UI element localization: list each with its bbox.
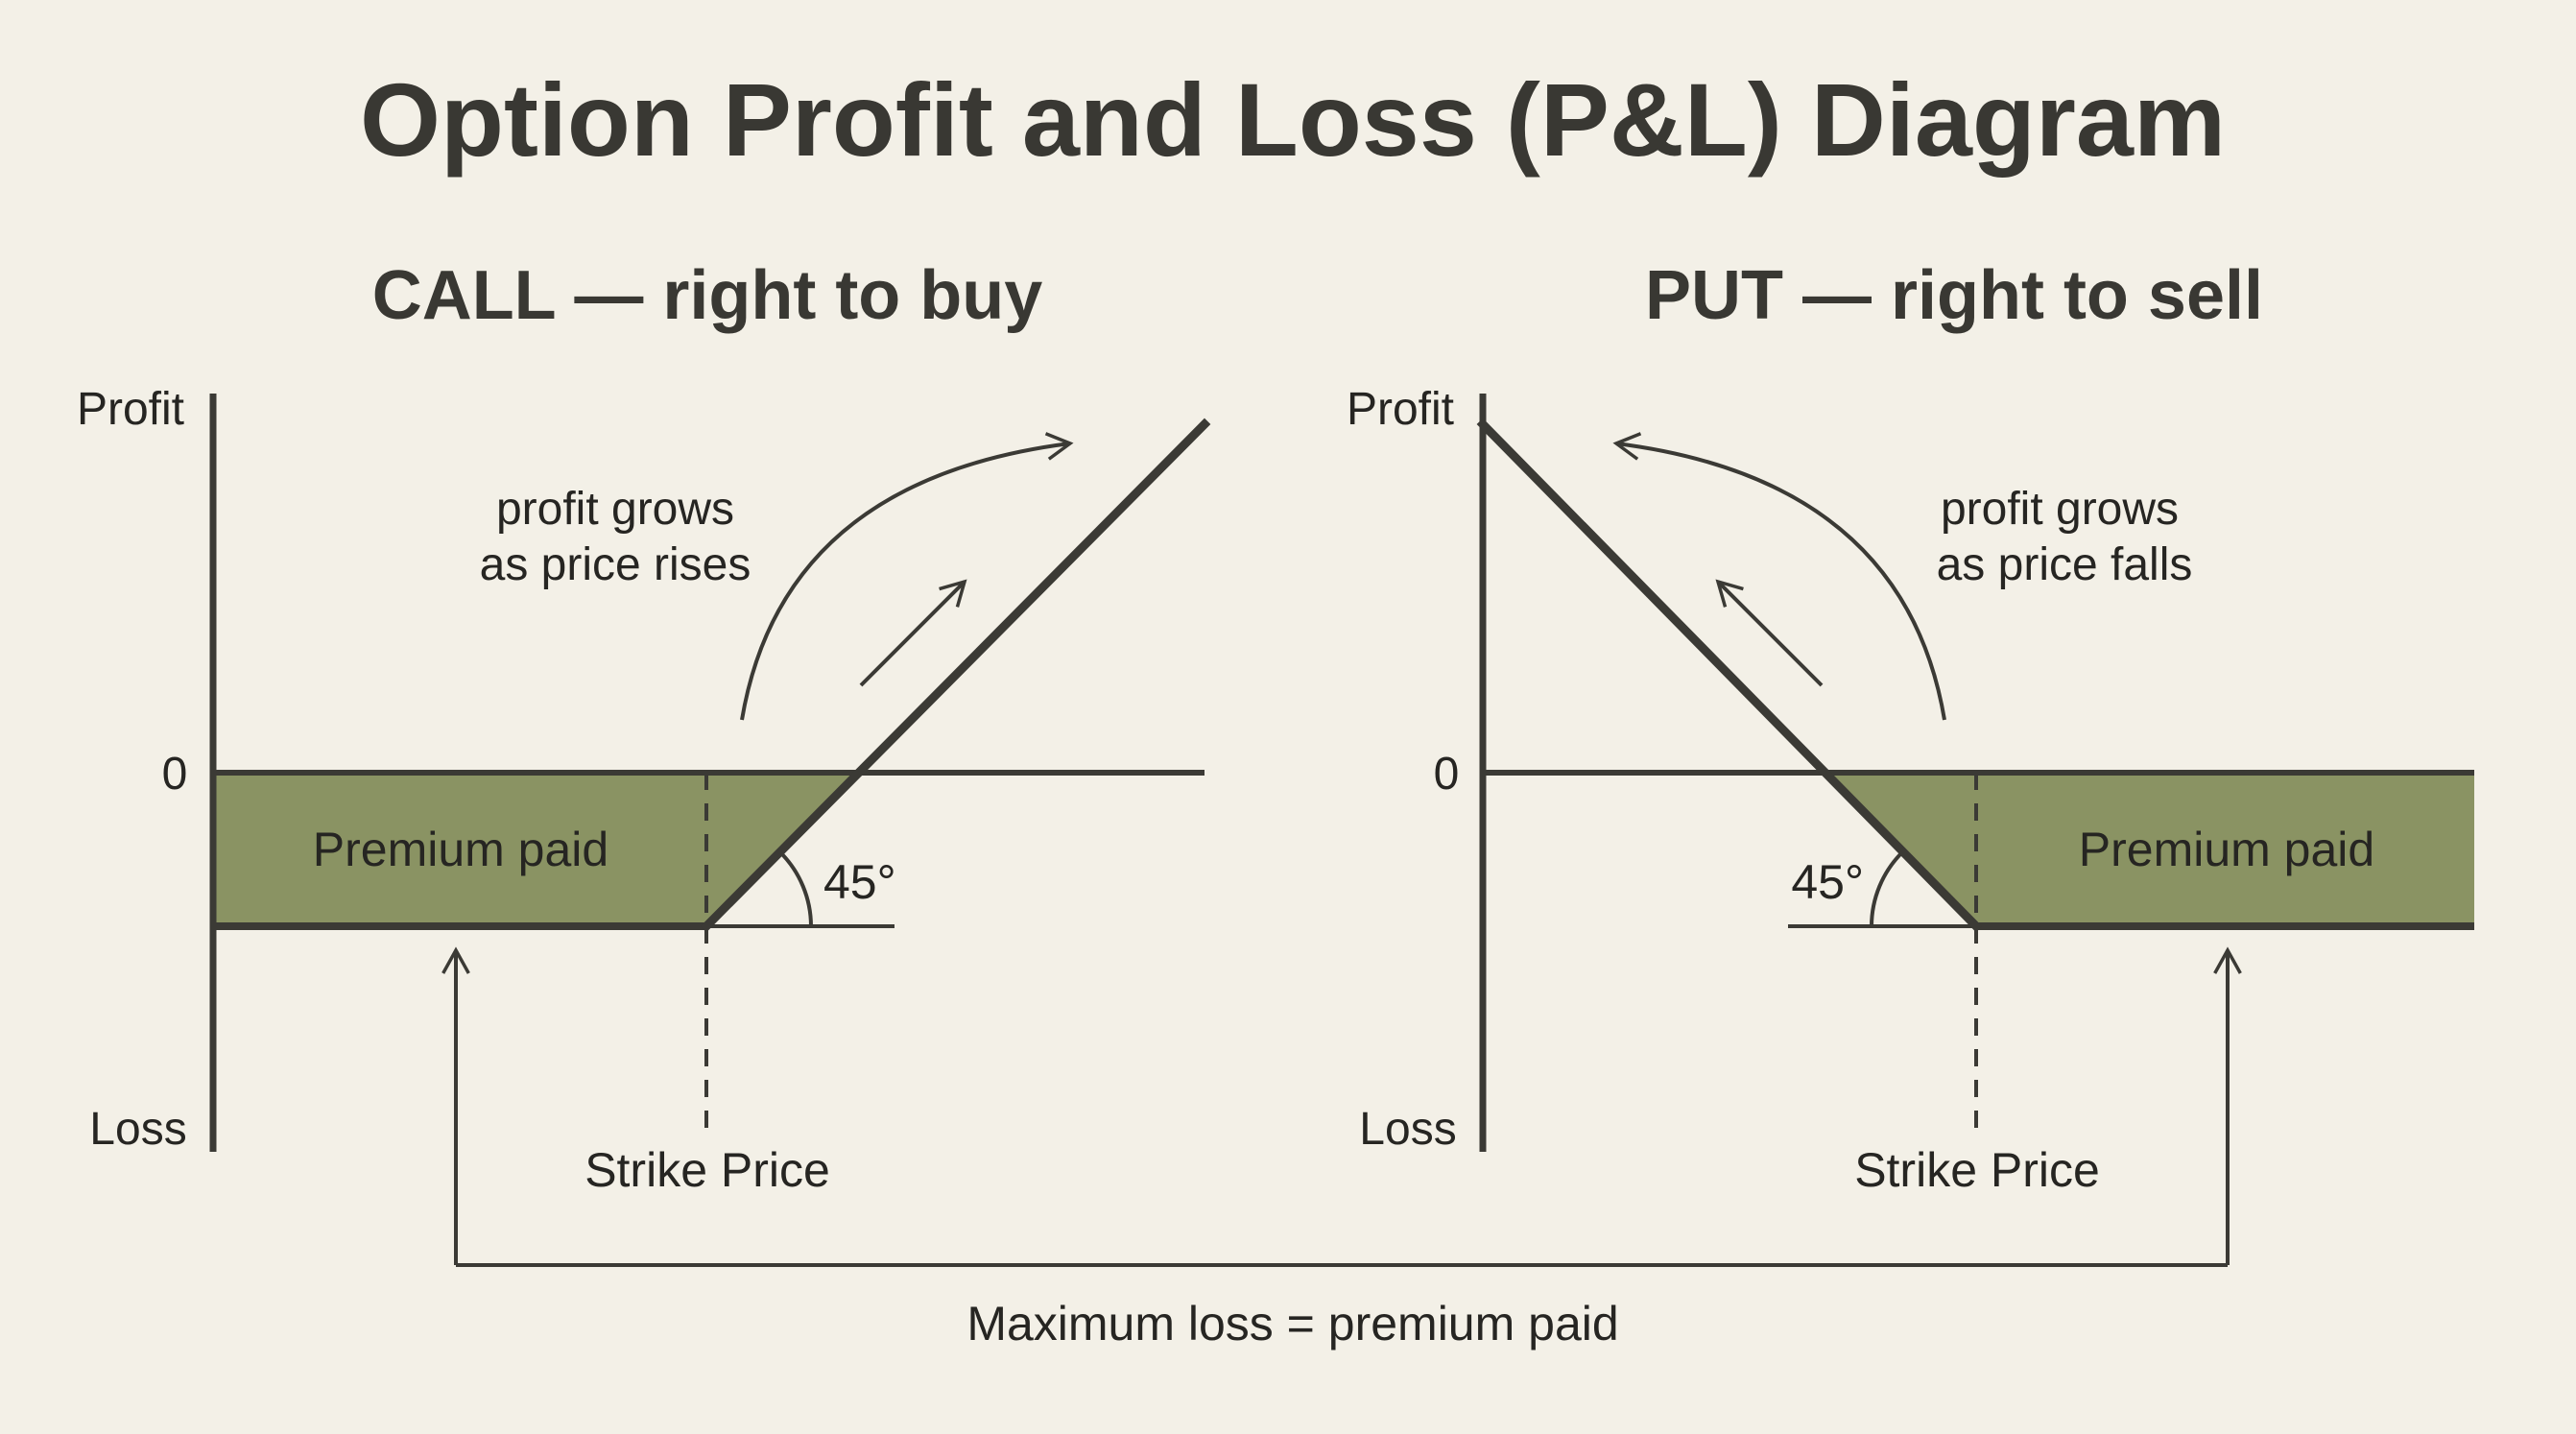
put-subtitle: PUT — right to sell <box>1645 257 2263 334</box>
put-premium-region <box>1826 773 2474 926</box>
call-direction-arrow <box>859 579 967 687</box>
call-note-line1: profit grows <box>496 484 734 535</box>
call-angle-label: 45° <box>823 855 896 909</box>
put-profit-label: Profit <box>1347 384 1454 435</box>
call-loss-label: Loss <box>89 1104 186 1155</box>
call-panel: CALL — right to buy 45° Strike Price Pro… <box>77 257 1211 1197</box>
call-subtitle: CALL — right to buy <box>372 257 1043 334</box>
max-loss-caption: Maximum loss = premium paid <box>966 1297 1618 1350</box>
call-angle-arc <box>778 850 813 927</box>
call-strike-label: Strike Price <box>584 1143 830 1197</box>
call-premium-label: Premium paid <box>313 823 608 876</box>
put-curved-arrow <box>1612 432 1946 721</box>
call-payoff-line <box>700 418 1211 933</box>
put-angle-label: 45° <box>1791 855 1864 909</box>
put-panel: PUT — right to sell 45° Strike Price Pro… <box>1347 257 2474 1197</box>
put-note-line1: profit grows <box>1941 484 2179 535</box>
call-curved-arrow <box>740 432 1074 721</box>
call-profit-label: Profit <box>77 384 184 435</box>
put-premium-label: Premium paid <box>2079 823 2374 876</box>
call-note-line2: as price rises <box>480 539 751 590</box>
put-loss-label: Loss <box>1359 1104 1456 1155</box>
put-zero-label: 0 <box>1434 749 1460 800</box>
max-loss-bracket: Maximum loss = premium paid <box>441 946 2242 1350</box>
call-zero-label: 0 <box>162 749 188 800</box>
put-strike-label: Strike Price <box>1854 1143 2100 1197</box>
call-premium-region <box>213 773 857 926</box>
put-payoff-line <box>1476 418 1983 933</box>
put-angle-arc <box>1870 850 1904 927</box>
page-title: Option Profit and Loss (P&L) Diagram <box>360 61 2226 178</box>
put-direction-arrow <box>1715 579 1824 687</box>
put-note-line2: as price falls <box>1937 539 2193 590</box>
